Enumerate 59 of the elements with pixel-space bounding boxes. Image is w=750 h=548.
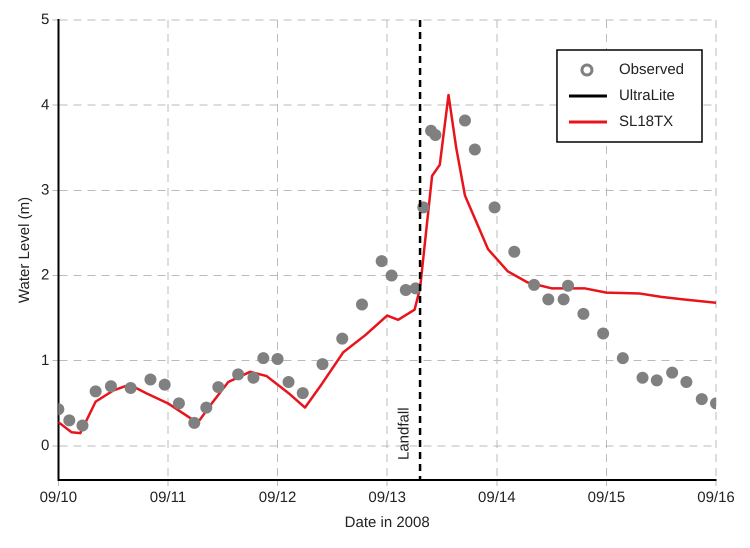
point xyxy=(429,129,442,141)
point xyxy=(200,402,212,414)
x-tick-label: 09/13 xyxy=(368,489,406,506)
point xyxy=(636,372,649,384)
legend-label: UltraLite xyxy=(618,87,675,104)
point xyxy=(158,378,171,391)
legend-label: SL18TX xyxy=(618,113,674,130)
x-axis-title: Date in 2008 xyxy=(344,514,430,532)
point xyxy=(528,278,540,291)
point xyxy=(577,308,590,320)
point xyxy=(90,385,102,398)
point xyxy=(650,374,663,386)
x-tick-label: 09/15 xyxy=(588,489,626,506)
x-tick-label: 09/12 xyxy=(258,489,296,506)
point xyxy=(188,416,200,429)
point xyxy=(336,332,348,345)
point xyxy=(400,284,412,296)
point xyxy=(468,143,481,156)
point xyxy=(558,293,570,306)
point xyxy=(696,393,708,406)
y-tick-label: 4 xyxy=(41,96,50,114)
point xyxy=(680,376,692,388)
point xyxy=(458,114,471,127)
y-tick-label: 1 xyxy=(41,352,50,369)
point xyxy=(616,352,629,364)
point xyxy=(666,366,678,379)
point xyxy=(386,270,398,282)
y-tick-label: 5 xyxy=(41,11,50,28)
point xyxy=(316,358,328,370)
y-axis-title: Water Level (m) xyxy=(16,196,34,304)
y-tick-label: 2 xyxy=(41,266,50,284)
point xyxy=(542,293,554,306)
point xyxy=(212,381,224,394)
point xyxy=(172,397,185,410)
point xyxy=(508,246,520,258)
point xyxy=(562,280,574,292)
point xyxy=(272,353,284,366)
x-tick-label: 09/14 xyxy=(478,489,516,506)
y-tick-label: 3 xyxy=(41,182,50,199)
point xyxy=(247,372,260,384)
point xyxy=(144,373,156,386)
point xyxy=(296,387,309,400)
x-tick-label: 09/10 xyxy=(40,489,78,506)
point xyxy=(376,255,388,268)
point xyxy=(63,414,76,426)
y-tick-label: 0 xyxy=(41,437,50,454)
ref-line-label: Landfall xyxy=(396,407,413,460)
point xyxy=(257,352,270,364)
point xyxy=(356,298,368,311)
point xyxy=(597,327,610,340)
point xyxy=(104,380,117,392)
legend-label: Observed xyxy=(618,61,684,78)
point xyxy=(282,376,295,388)
x-tick-label: 09/16 xyxy=(697,489,735,506)
point xyxy=(76,419,88,432)
point xyxy=(232,368,244,380)
point xyxy=(488,201,501,214)
point xyxy=(124,382,137,394)
x-tick-label: 09/11 xyxy=(150,489,186,506)
